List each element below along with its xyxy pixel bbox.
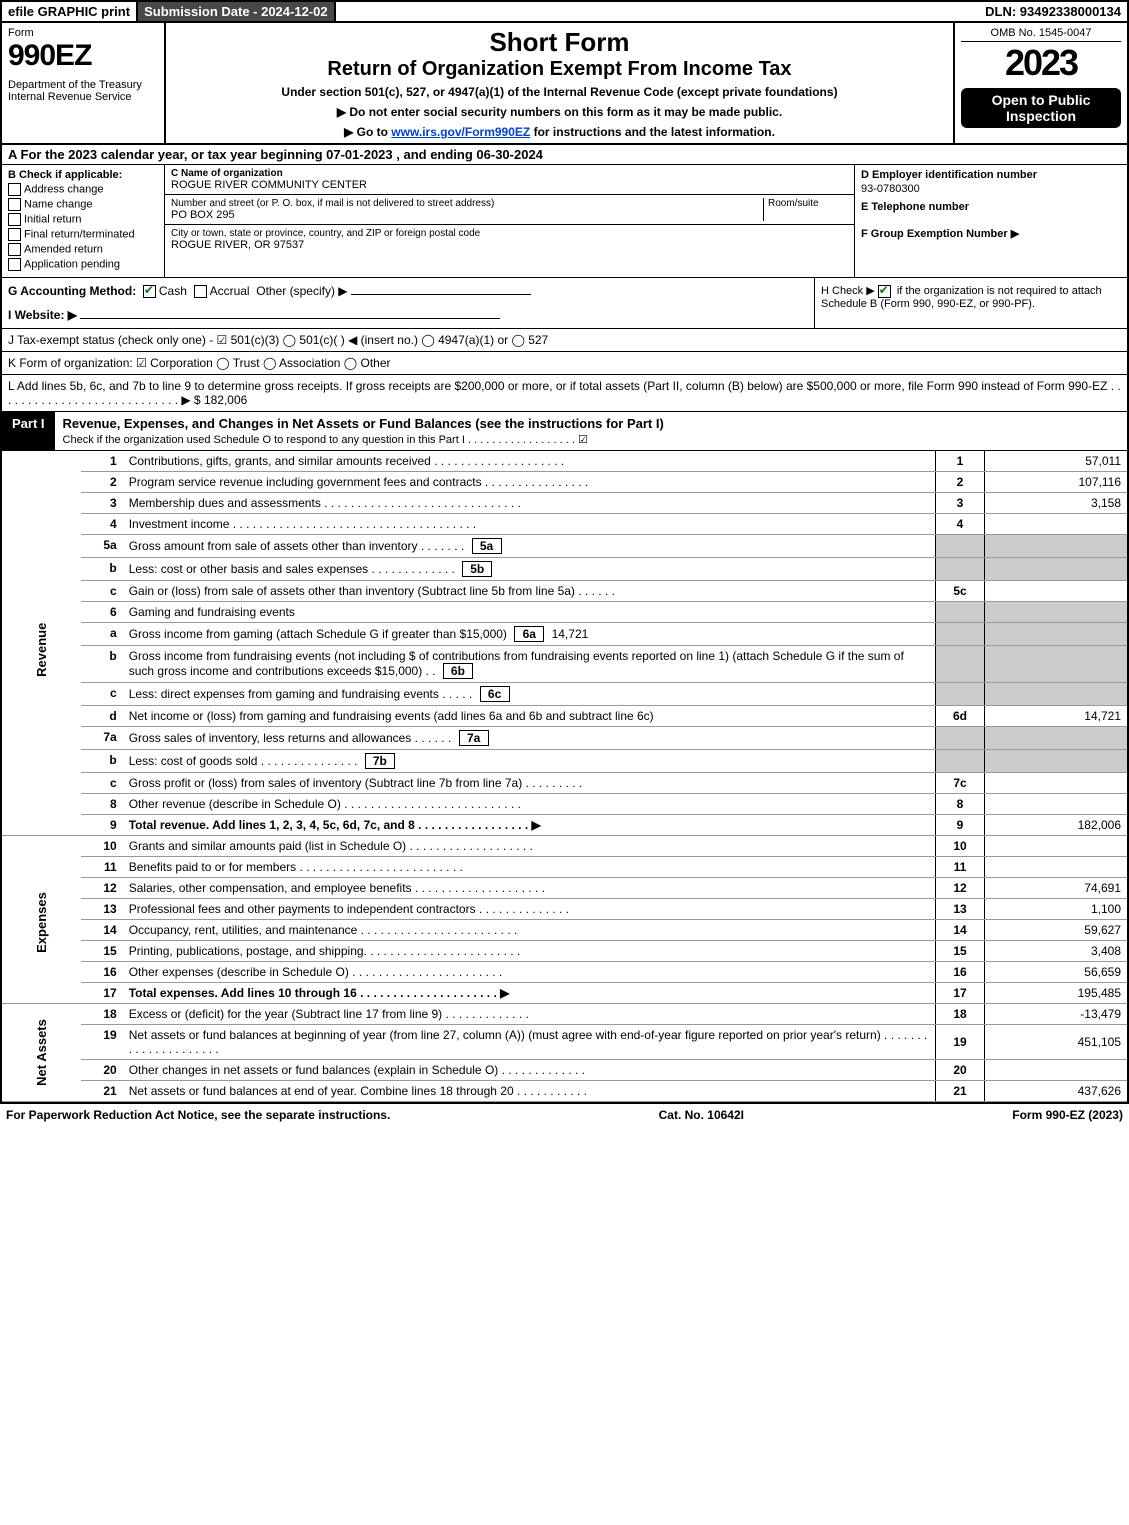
open-public-badge: Open to Public Inspection: [961, 88, 1121, 128]
section-def: D Employer identification number 93-0780…: [855, 165, 1127, 277]
line-1: Revenue1Contributions, gifts, grants, an…: [1, 451, 1128, 472]
line-6: 6Gaming and fundraising events: [1, 602, 1128, 623]
subtitle: Under section 501(c), 527, or 4947(a)(1)…: [172, 85, 947, 99]
c-city: ROGUE RIVER, OR 97537: [171, 239, 848, 251]
line-10: Expenses10Grants and similar amounts pai…: [1, 836, 1128, 857]
line-12: 12Salaries, other compensation, and empl…: [1, 878, 1128, 899]
line-15: 15Printing, publications, postage, and s…: [1, 941, 1128, 962]
line-4: 4Investment income . . . . . . . . . . .…: [1, 514, 1128, 535]
section-a: A For the 2023 calendar year, or tax yea…: [0, 145, 1129, 165]
f-label: F Group Exemption Number ▶: [861, 227, 1121, 240]
b-opt-3[interactable]: Final return/terminated: [8, 228, 158, 241]
line-13: 13Professional fees and other payments t…: [1, 899, 1128, 920]
tax-year: 2023: [961, 42, 1121, 84]
line-11: 11Benefits paid to or for members . . . …: [1, 857, 1128, 878]
form-header: Form 990EZ Department of the Treasury In…: [0, 23, 1129, 145]
g-line: G Accounting Method: Cash Accrual Other …: [8, 284, 808, 298]
form-number: 990EZ: [8, 39, 158, 73]
line-14: 14Occupancy, rent, utilities, and mainte…: [1, 920, 1128, 941]
part-i-table: Revenue1Contributions, gifts, grants, an…: [0, 451, 1129, 1102]
footer-right: Form 990-EZ (2023): [1012, 1108, 1123, 1122]
line-21: 21Net assets or fund balances at end of …: [1, 1081, 1128, 1102]
form-label: Form: [8, 27, 158, 39]
block-b-to-f: B Check if applicable: Address change Na…: [0, 165, 1129, 278]
i-line: I Website: ▶: [8, 308, 808, 322]
top-bar: efile GRAPHIC print Submission Date - 20…: [0, 0, 1129, 23]
b-opt-4[interactable]: Amended return: [8, 243, 158, 256]
g-accrual-chk[interactable]: [194, 285, 207, 298]
c-city-label: City or town, state or province, country…: [171, 228, 848, 239]
b-opt-5[interactable]: Application pending: [8, 258, 158, 271]
part-i-desc: Revenue, Expenses, and Changes in Net As…: [55, 412, 1127, 450]
line-c: cGross profit or (loss) from sales of in…: [1, 773, 1128, 794]
header-left: Form 990EZ Department of the Treasury In…: [2, 23, 166, 143]
d-ein: 93-0780300: [861, 183, 1121, 195]
footer-left: For Paperwork Reduction Act Notice, see …: [6, 1108, 390, 1122]
c-name: ROGUE RIVER COMMUNITY CENTER: [171, 179, 848, 191]
line-b: bLess: cost or other basis and sales exp…: [1, 558, 1128, 581]
line-9: 9Total revenue. Add lines 1, 2, 3, 4, 5c…: [1, 815, 1128, 836]
title-short-form: Short Form: [172, 27, 947, 58]
b-title: B Check if applicable:: [8, 169, 158, 181]
line-5a: 5aGross amount from sale of assets other…: [1, 535, 1128, 558]
instruction-1: ▶ Do not enter social security numbers o…: [172, 105, 947, 119]
line-c: cLess: direct expenses from gaming and f…: [1, 683, 1128, 706]
header-center: Short Form Return of Organization Exempt…: [166, 23, 955, 143]
b-opt-2[interactable]: Initial return: [8, 213, 158, 226]
title-return: Return of Organization Exempt From Incom…: [172, 58, 947, 81]
b-opt-0[interactable]: Address change: [8, 183, 158, 196]
line-17: 17Total expenses. Add lines 10 through 1…: [1, 983, 1128, 1004]
c-room-label: Room/suite: [763, 198, 848, 221]
d-label: D Employer identification number: [861, 169, 1121, 181]
g-cash-chk[interactable]: [143, 285, 156, 298]
section-c: C Name of organization ROGUE RIVER COMMU…: [165, 165, 855, 277]
line-3: 3Membership dues and assessments . . . .…: [1, 493, 1128, 514]
section-g-i: G Accounting Method: Cash Accrual Other …: [2, 278, 814, 328]
footer-mid: Cat. No. 10642I: [659, 1108, 744, 1122]
dept-label: Department of the Treasury Internal Reve…: [8, 79, 158, 103]
line-8: 8Other revenue (describe in Schedule O) …: [1, 794, 1128, 815]
line-c: cGain or (loss) from sale of assets othe…: [1, 581, 1128, 602]
block-gh: G Accounting Method: Cash Accrual Other …: [0, 278, 1129, 329]
footer: For Paperwork Reduction Act Notice, see …: [0, 1102, 1129, 1126]
line-b: bGross income from fundraising events (n…: [1, 646, 1128, 683]
h-chk[interactable]: [878, 285, 891, 298]
part-i-header: Part I Revenue, Expenses, and Changes in…: [0, 412, 1129, 451]
line-16: 16Other expenses (describe in Schedule O…: [1, 962, 1128, 983]
b-opt-1[interactable]: Name change: [8, 198, 158, 211]
part-i-label: Part I: [2, 412, 55, 450]
section-b: B Check if applicable: Address change Na…: [2, 165, 165, 277]
header-right: OMB No. 1545-0047 2023 Open to Public In…: [955, 23, 1127, 143]
e-label: E Telephone number: [861, 201, 1121, 213]
line-j: J Tax-exempt status (check only one) - ☑…: [0, 329, 1129, 352]
c-street: PO BOX 295: [171, 209, 763, 221]
instruction-2: ▶ Go to www.irs.gov/Form990EZ for instru…: [172, 125, 947, 139]
section-h: H Check ▶ if the organization is not req…: [814, 278, 1127, 328]
line-k: K Form of organization: ☑ Corporation ◯ …: [0, 352, 1129, 375]
line-18: Net Assets18Excess or (deficit) for the …: [1, 1004, 1128, 1025]
line-b: bLess: cost of goods sold . . . . . . . …: [1, 750, 1128, 773]
line-20: 20Other changes in net assets or fund ba…: [1, 1060, 1128, 1081]
line-2: 2Program service revenue including gover…: [1, 472, 1128, 493]
efile-label: efile GRAPHIC print: [2, 2, 138, 21]
line-a: aGross income from gaming (attach Schedu…: [1, 623, 1128, 646]
line-d: dNet income or (loss) from gaming and fu…: [1, 706, 1128, 727]
line-7a: 7aGross sales of inventory, less returns…: [1, 727, 1128, 750]
line-l: L Add lines 5b, 6c, and 7b to line 9 to …: [0, 375, 1129, 412]
omb-number: OMB No. 1545-0047: [961, 27, 1121, 42]
irs-link[interactable]: www.irs.gov/Form990EZ: [391, 125, 530, 139]
dln-label: DLN: 93492338000134: [979, 2, 1127, 21]
submission-date: Submission Date - 2024-12-02: [138, 2, 336, 21]
c-name-label: C Name of organization: [171, 168, 848, 179]
line-19: 19Net assets or fund balances at beginni…: [1, 1025, 1128, 1060]
c-street-label: Number and street (or P. O. box, if mail…: [171, 198, 763, 209]
